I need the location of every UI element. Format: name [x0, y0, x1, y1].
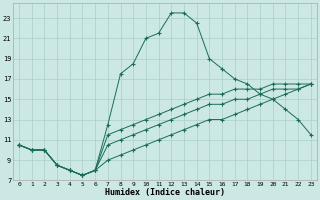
X-axis label: Humidex (Indice chaleur): Humidex (Indice chaleur) — [105, 188, 225, 197]
